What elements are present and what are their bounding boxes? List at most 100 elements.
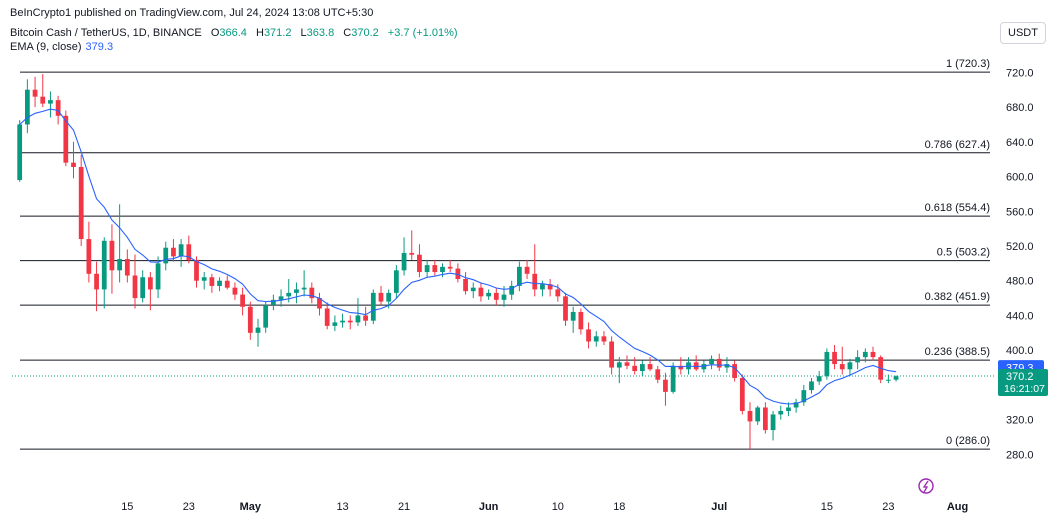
candle-body (186, 244, 192, 260)
candle (478, 282, 484, 302)
tradingview-logo-icon[interactable] (918, 478, 934, 494)
currency-button[interactable]: USDT (1000, 22, 1046, 44)
candle-body (24, 89, 30, 125)
candle (309, 282, 315, 304)
candle (578, 308, 584, 335)
candle-body (247, 306, 253, 333)
y-tick-label: 720.0 (1006, 67, 1034, 79)
candle (370, 289, 376, 325)
candle (524, 259, 530, 279)
candle-body (655, 369, 661, 380)
high-label: H (255, 27, 264, 39)
low-label: L (300, 27, 307, 39)
candle-body (724, 364, 730, 368)
fib-level-label: 0.236 (388.5) (925, 346, 990, 358)
candle (632, 357, 638, 375)
candle-body (132, 275, 138, 299)
candle (247, 301, 253, 340)
candle (455, 263, 461, 283)
candle-body (762, 407, 768, 431)
candle-body (147, 277, 153, 290)
candle (209, 273, 215, 293)
candle-body (486, 292, 492, 297)
candle (424, 259, 430, 278)
candle (755, 405, 761, 425)
candle (532, 244, 538, 297)
candle (547, 278, 553, 297)
candle (378, 285, 384, 306)
candle-body (347, 320, 353, 323)
y-tick-label: 680.0 (1006, 102, 1034, 114)
candle (639, 360, 645, 377)
candle (17, 120, 23, 182)
candle-body (593, 336, 599, 342)
candle (217, 277, 222, 292)
candle (824, 348, 830, 380)
candle (663, 372, 668, 406)
candle-body (547, 284, 553, 290)
candle-body (232, 287, 238, 295)
candle-body (455, 268, 461, 279)
candle (655, 365, 661, 384)
y-axis[interactable]: 280.0320.0360.0400.0440.0480.0520.0560.0… (1006, 67, 1034, 461)
candle (593, 331, 599, 347)
candle-body (294, 289, 299, 293)
candle (493, 287, 499, 306)
candle (739, 374, 745, 415)
low-value: 363.8 (306, 27, 335, 39)
candle-body (447, 266, 453, 269)
publish-info: BeInCrypto1 published on TradingView.com… (10, 7, 374, 19)
candle-body (555, 289, 561, 297)
candle-body (709, 358, 714, 365)
x-tick-label: 13 (336, 501, 348, 513)
candle-body (770, 414, 776, 431)
x-axis[interactable]: 15 23 May 13 21 Jun 10 18 Jul 15 23 Aug (121, 501, 968, 513)
candle (355, 298, 361, 326)
candle (278, 289, 284, 307)
candle-body (240, 294, 246, 307)
candle-body (440, 266, 445, 273)
candle-body (632, 365, 638, 372)
candle (317, 292, 322, 316)
y-tick-label: 280.0 (1006, 449, 1034, 461)
candle-body (155, 263, 161, 290)
candle (832, 344, 837, 370)
candle-body (870, 351, 876, 358)
candle-body (109, 240, 115, 271)
candle-body (693, 362, 699, 370)
candle (401, 237, 407, 276)
candle-body (832, 351, 837, 365)
candle-body (417, 254, 422, 273)
candle (793, 398, 799, 413)
candle (463, 272, 468, 295)
y-tick-label: 440.0 (1006, 310, 1034, 322)
candle-body (393, 270, 399, 293)
candle-body (716, 358, 722, 368)
candle-body (570, 311, 576, 321)
candle-body (793, 402, 799, 408)
x-tick-label: 18 (613, 501, 625, 513)
candle-body (847, 362, 853, 370)
candle (340, 313, 345, 328)
candle-body (386, 292, 392, 302)
ema-line-layer (19, 108, 897, 405)
candle-body (647, 364, 653, 370)
candle (624, 355, 630, 370)
candle (855, 350, 861, 370)
candle (255, 318, 261, 347)
candle-body (340, 320, 345, 323)
x-tick-label: 21 (398, 501, 410, 513)
candle-body (755, 407, 761, 422)
candle-body (332, 322, 338, 326)
x-tick-label: 15 (121, 501, 133, 513)
fib-level-label: 0 (286.0) (946, 435, 990, 447)
candle (847, 358, 853, 377)
candle (670, 362, 676, 394)
y-tick-label: 560.0 (1006, 206, 1034, 218)
candle-body (171, 247, 176, 257)
candle-body (885, 379, 891, 381)
candle-body (401, 252, 407, 271)
candle-body (478, 287, 484, 297)
